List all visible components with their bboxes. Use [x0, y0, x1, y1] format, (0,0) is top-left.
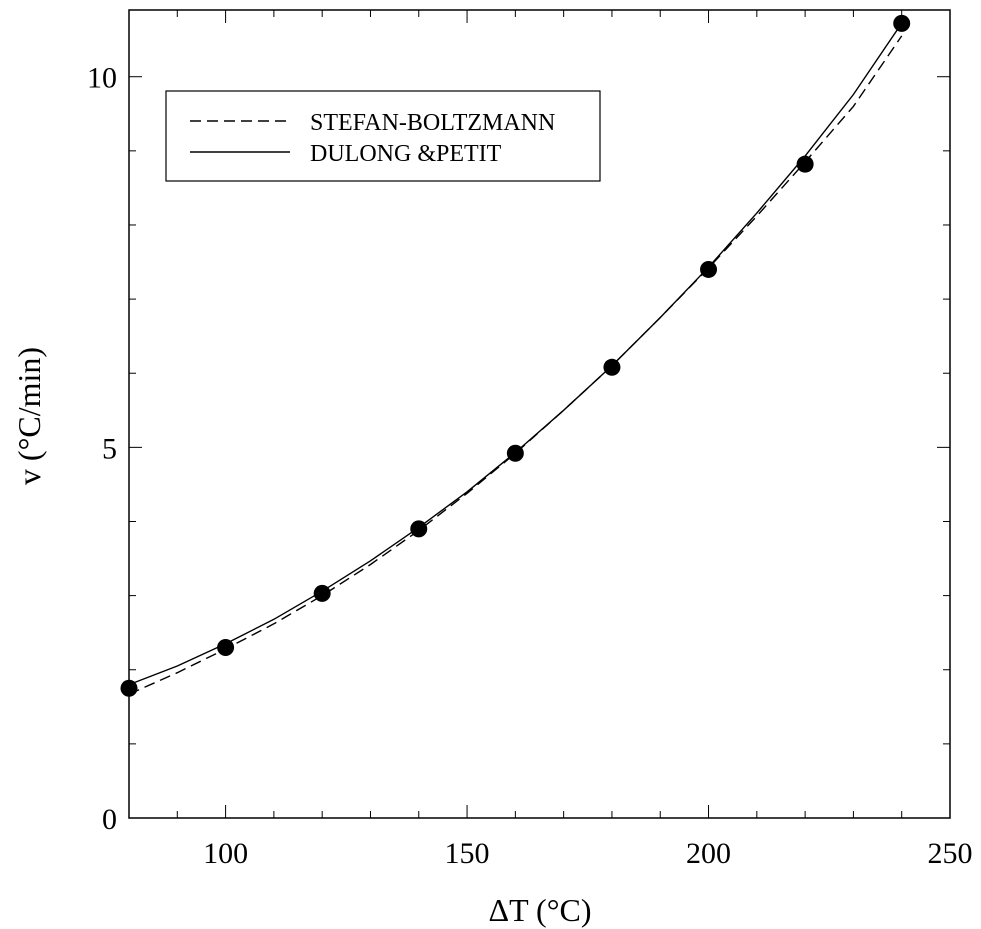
legend-label-dulong-petit: DULONG &PETIT [310, 141, 502, 167]
data-point [796, 155, 814, 173]
x-tick-labels: 100 150 200 250 [203, 837, 972, 870]
data-point [313, 584, 331, 602]
major-ticks [129, 10, 950, 818]
x-tick-label-1: 150 [445, 837, 490, 870]
x-tick-label-2: 200 [686, 837, 731, 870]
data-points [120, 14, 911, 697]
data-point [893, 14, 911, 32]
y-axis-title: v (°C/min) [11, 347, 47, 485]
y-tick-labels: 0 5 10 [87, 62, 117, 836]
data-point [217, 639, 235, 657]
data-point [700, 260, 718, 278]
legend-box [165, 90, 601, 182]
data-point [603, 358, 621, 376]
x-tick-label-3: 250 [928, 837, 973, 870]
x-tick-label-0: 100 [203, 837, 248, 870]
data-point [410, 520, 428, 538]
data-point [506, 444, 524, 462]
y-tick-label-2: 10 [87, 62, 117, 95]
minor-ticks [129, 10, 950, 818]
y-tick-label-0: 0 [102, 803, 117, 836]
series-line-stefan-boltzmann [128, 35, 903, 695]
plot-frame [128, 9, 951, 819]
legend-label-stefan-boltzmann: STEFAN-BOLTZMANN [310, 110, 555, 136]
legend: STEFAN-BOLTZMANN DULONG &PETIT [165, 90, 601, 182]
x-axis-title: ΔT (°C) [489, 892, 592, 928]
y-tick-label-1: 5 [102, 432, 117, 465]
